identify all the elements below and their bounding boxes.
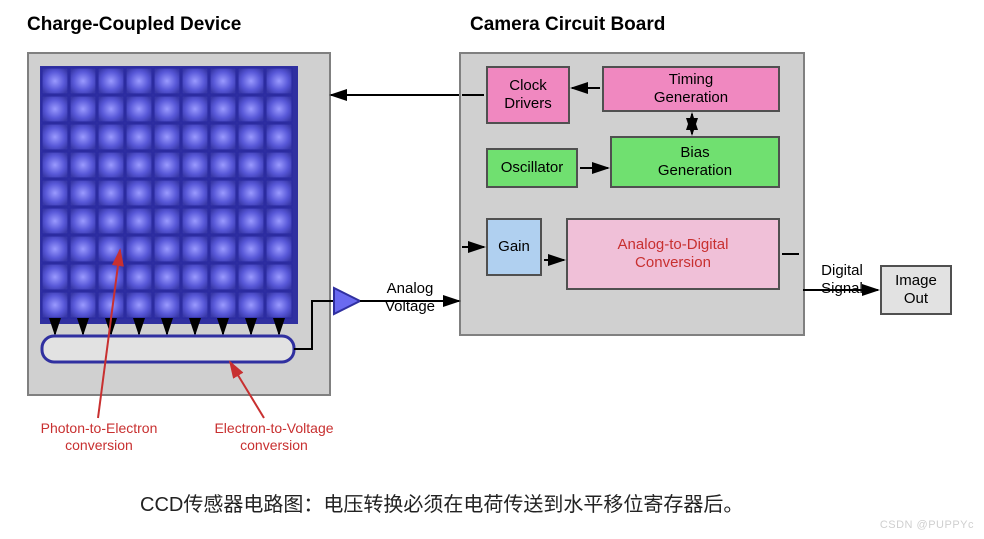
block-clock-drivers: ClockDrivers (486, 66, 570, 124)
diagram-stage: { "titles": { "left": "Charge-Coupled De… (0, 0, 984, 539)
label-photon-electron: Photon-to-Electronconversion (24, 420, 174, 454)
block-label: BiasGeneration (658, 144, 732, 180)
block-label: ClockDrivers (504, 77, 552, 113)
label-digital-signal: DigitalSignal (812, 262, 872, 298)
block-label: Analog-to-DigitalConversion (618, 236, 729, 272)
block-label: Gain (498, 238, 530, 256)
caption-text: CCD传感器电路图：电压转换必须在电荷传送到水平移位寄存器后。 (140, 488, 743, 517)
ccd-panel (27, 52, 331, 396)
block-image-out: ImageOut (880, 265, 952, 315)
block-oscillator: Oscillator (486, 148, 578, 188)
block-label: Oscillator (501, 159, 564, 177)
block-timing: TimingGeneration (602, 66, 780, 112)
label-analog-voltage: AnalogVoltage (370, 280, 450, 316)
title-right: Camera Circuit Board (470, 14, 665, 36)
block-label: TimingGeneration (654, 71, 728, 107)
block-label: ImageOut (895, 272, 937, 308)
label-electron-voltage: Electron-to-Voltageconversion (194, 420, 354, 454)
watermark-text: CSDN @PUPPYc (880, 519, 974, 531)
block-bias: BiasGeneration (610, 136, 780, 188)
title-left: Charge-Coupled Device (27, 14, 241, 36)
block-gain: Gain (486, 218, 542, 276)
block-adc: Analog-to-DigitalConversion (566, 218, 780, 290)
